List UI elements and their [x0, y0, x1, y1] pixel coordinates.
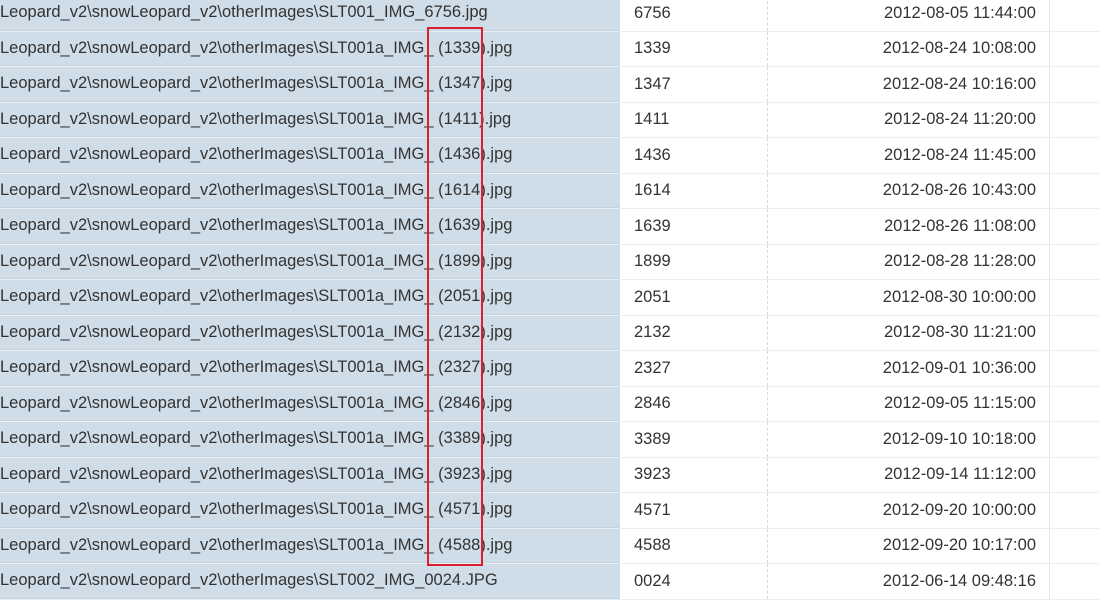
datetime-cell[interactable]: 2012-08-24 10:16:00 [768, 67, 1050, 102]
datetime-cell[interactable]: 2012-08-26 11:08:00 [768, 209, 1050, 244]
id-cell[interactable]: 2327 [620, 351, 768, 386]
path-cell[interactable]: Leopard_v2\snowLeopard_v2\otherImages\SL… [0, 457, 620, 492]
table-row[interactable]: Leopard_v2\snowLeopard_v2\otherImages\SL… [0, 386, 1100, 422]
table-row[interactable]: Leopard_v2\snowLeopard_v2\otherImages\SL… [0, 351, 1100, 387]
datetime-cell[interactable]: 2012-09-01 10:36:00 [768, 351, 1050, 386]
table-row[interactable]: Leopard_v2\snowLeopard_v2\otherImages\SL… [0, 244, 1100, 280]
path-cell[interactable]: Leopard_v2\snowLeopard_v2\otherImages\SL… [0, 0, 620, 31]
empty-cell[interactable] [1050, 422, 1100, 457]
path-cell[interactable]: Leopard_v2\snowLeopard_v2\otherImages\SL… [0, 173, 620, 208]
path-cell[interactable]: Leopard_v2\snowLeopard_v2\otherImages\SL… [0, 244, 620, 279]
empty-cell[interactable] [1050, 280, 1100, 315]
empty-cell[interactable] [1050, 245, 1100, 280]
path-cell[interactable]: Leopard_v2\snowLeopard_v2\otherImages\SL… [0, 280, 620, 315]
path-cell[interactable]: Leopard_v2\snowLeopard_v2\otherImages\SL… [0, 528, 620, 563]
empty-cell[interactable] [1050, 387, 1100, 422]
id-cell[interactable]: 1899 [620, 244, 768, 279]
table-row[interactable]: Leopard_v2\snowLeopard_v2\otherImages\SL… [0, 67, 1100, 103]
empty-cell[interactable] [1050, 493, 1100, 528]
empty-cell[interactable] [1050, 138, 1100, 173]
path-cell[interactable]: Leopard_v2\snowLeopard_v2\otherImages\SL… [0, 422, 620, 457]
empty-cell[interactable] [1050, 67, 1100, 102]
id-cell[interactable]: 2846 [620, 386, 768, 421]
datetime-cell[interactable]: 2012-08-24 10:08:00 [768, 31, 1050, 66]
datetime-cell[interactable]: 2012-09-05 11:15:00 [768, 386, 1050, 421]
empty-cell[interactable] [1050, 458, 1100, 493]
path-cell[interactable]: Leopard_v2\snowLeopard_v2\otherImages\SL… [0, 138, 620, 173]
empty-cell[interactable] [1050, 529, 1100, 564]
table-row[interactable]: Leopard_v2\snowLeopard_v2\otherImages\SL… [0, 493, 1100, 529]
datetime-cell[interactable]: 2012-08-05 11:44:00 [768, 0, 1050, 31]
datetime-cell[interactable]: 2012-08-24 11:45:00 [768, 138, 1050, 173]
table-row[interactable]: Leopard_v2\snowLeopard_v2\otherImages\SL… [0, 422, 1100, 458]
id-cell[interactable]: 1411 [620, 102, 768, 137]
table-row[interactable]: Leopard_v2\snowLeopard_v2\otherImages\SL… [0, 173, 1100, 209]
datetime-cell[interactable]: 2012-08-24 11:20:00 [768, 102, 1050, 137]
table-row[interactable]: Leopard_v2\snowLeopard_v2\otherImages\SL… [0, 457, 1100, 493]
id-cell[interactable]: 1639 [620, 209, 768, 244]
datetime-cell[interactable]: 2012-09-20 10:17:00 [768, 528, 1050, 563]
table-row[interactable]: Leopard_v2\snowLeopard_v2\otherImages\SL… [0, 31, 1100, 67]
id-cell[interactable]: 1436 [620, 138, 768, 173]
table-row[interactable]: Leopard_v2\snowLeopard_v2\otherImages\SL… [0, 564, 1100, 600]
empty-cell[interactable] [1050, 32, 1100, 67]
path-cell[interactable]: Leopard_v2\snowLeopard_v2\otherImages\SL… [0, 351, 620, 386]
datetime-cell[interactable]: 2012-08-30 11:21:00 [768, 315, 1050, 350]
table-row[interactable]: Leopard_v2\snowLeopard_v2\otherImages\SL… [0, 138, 1100, 174]
path-cell[interactable]: Leopard_v2\snowLeopard_v2\otherImages\SL… [0, 67, 620, 102]
id-cell[interactable]: 2132 [620, 315, 768, 350]
path-cell[interactable]: Leopard_v2\snowLeopard_v2\otherImages\SL… [0, 31, 620, 66]
datetime-cell[interactable]: 2012-08-26 10:43:00 [768, 173, 1050, 208]
id-cell[interactable]: 1347 [620, 67, 768, 102]
id-cell[interactable]: 1339 [620, 31, 768, 66]
datetime-cell[interactable]: 2012-09-14 11:12:00 [768, 457, 1050, 492]
id-cell[interactable]: 3923 [620, 457, 768, 492]
empty-cell[interactable] [1050, 174, 1100, 209]
table-row[interactable]: Leopard_v2\snowLeopard_v2\otherImages\SL… [0, 102, 1100, 138]
empty-cell[interactable] [1050, 103, 1100, 138]
path-cell[interactable]: Leopard_v2\snowLeopard_v2\otherImages\SL… [0, 102, 620, 137]
path-cell[interactable]: Leopard_v2\snowLeopard_v2\otherImages\SL… [0, 564, 620, 599]
id-cell[interactable]: 1614 [620, 173, 768, 208]
table-row[interactable]: Leopard_v2\snowLeopard_v2\otherImages\SL… [0, 0, 1100, 32]
path-cell[interactable]: Leopard_v2\snowLeopard_v2\otherImages\SL… [0, 493, 620, 528]
datetime-cell[interactable]: 2012-08-28 11:28:00 [768, 244, 1050, 279]
empty-cell[interactable] [1050, 316, 1100, 351]
id-cell[interactable]: 2051 [620, 280, 768, 315]
id-cell[interactable]: 4571 [620, 493, 768, 528]
empty-cell[interactable] [1050, 209, 1100, 244]
datetime-cell[interactable]: 2012-08-30 10:00:00 [768, 280, 1050, 315]
table-row[interactable]: Leopard_v2\snowLeopard_v2\otherImages\SL… [0, 315, 1100, 351]
datetime-cell[interactable]: 2012-09-20 10:00:00 [768, 493, 1050, 528]
path-cell[interactable]: Leopard_v2\snowLeopard_v2\otherImages\SL… [0, 209, 620, 244]
datetime-cell[interactable]: 2012-09-10 10:18:00 [768, 422, 1050, 457]
empty-cell[interactable] [1050, 0, 1100, 31]
id-cell[interactable]: 3389 [620, 422, 768, 457]
table-row[interactable]: Leopard_v2\snowLeopard_v2\otherImages\SL… [0, 528, 1100, 564]
empty-cell[interactable] [1050, 564, 1100, 599]
path-cell[interactable]: Leopard_v2\snowLeopard_v2\otherImages\SL… [0, 386, 620, 421]
id-cell[interactable]: 0024 [620, 564, 768, 599]
empty-cell[interactable] [1050, 351, 1100, 386]
datetime-cell[interactable]: 2012-06-14 09:48:16 [768, 564, 1050, 599]
id-cell[interactable]: 4588 [620, 528, 768, 563]
id-cell[interactable]: 6756 [620, 0, 768, 31]
path-cell[interactable]: Leopard_v2\snowLeopard_v2\otherImages\SL… [0, 315, 620, 350]
table-row[interactable]: Leopard_v2\snowLeopard_v2\otherImages\SL… [0, 280, 1100, 316]
table-row[interactable]: Leopard_v2\snowLeopard_v2\otherImages\SL… [0, 209, 1100, 245]
